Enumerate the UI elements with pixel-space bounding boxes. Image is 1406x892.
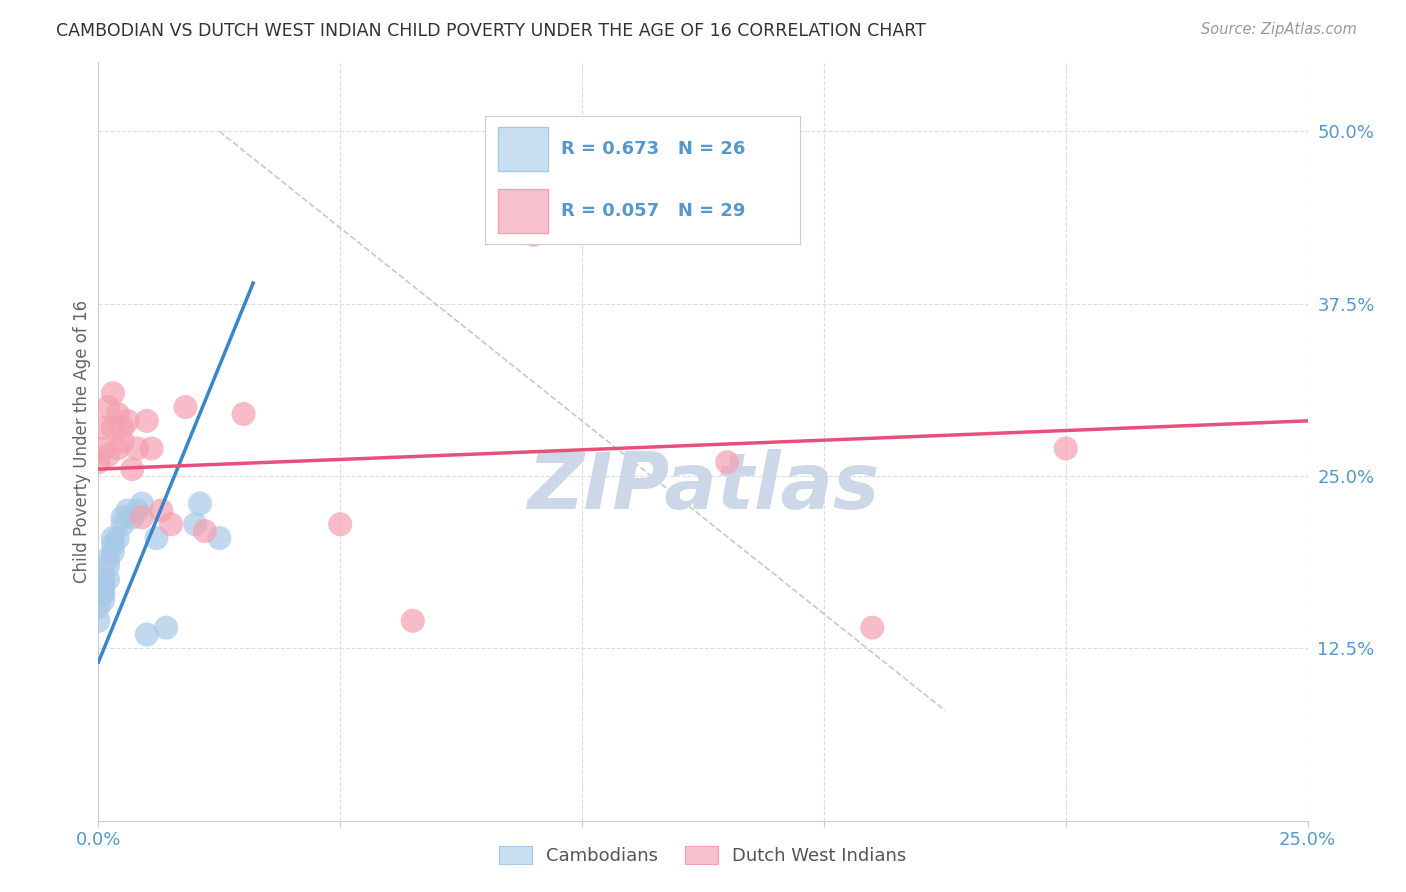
Point xyxy=(91,421,114,435)
Point xyxy=(135,414,157,428)
Text: ZIPatlas: ZIPatlas xyxy=(527,449,879,525)
Point xyxy=(91,442,114,456)
Point xyxy=(97,558,120,573)
Text: Source: ZipAtlas.com: Source: ZipAtlas.com xyxy=(1201,22,1357,37)
Point xyxy=(97,448,120,462)
Point xyxy=(150,503,173,517)
Point xyxy=(97,551,120,566)
Point xyxy=(145,531,167,545)
Point xyxy=(117,414,139,428)
Point xyxy=(184,517,207,532)
Point xyxy=(571,186,593,201)
Point xyxy=(174,400,197,414)
Point xyxy=(121,462,143,476)
Point xyxy=(329,517,352,532)
Point xyxy=(101,386,124,401)
Point xyxy=(117,503,139,517)
Point xyxy=(107,531,129,545)
Point xyxy=(188,497,211,511)
Point xyxy=(91,593,114,607)
Point xyxy=(194,524,217,538)
Point xyxy=(208,531,231,545)
Point xyxy=(107,407,129,421)
Point xyxy=(97,573,120,587)
Point xyxy=(160,517,183,532)
Point xyxy=(402,614,425,628)
Point xyxy=(97,400,120,414)
Point xyxy=(87,599,110,614)
Point xyxy=(232,407,254,421)
Legend: Cambodians, Dutch West Indians: Cambodians, Dutch West Indians xyxy=(492,838,914,872)
Point xyxy=(101,538,124,552)
Point xyxy=(101,545,124,559)
Point xyxy=(87,614,110,628)
Point xyxy=(135,627,157,641)
Point xyxy=(127,503,149,517)
Point xyxy=(111,421,134,435)
Point xyxy=(91,579,114,593)
Point xyxy=(1054,442,1077,456)
Point xyxy=(141,442,163,456)
Point xyxy=(111,510,134,524)
Point xyxy=(101,421,124,435)
Text: CAMBODIAN VS DUTCH WEST INDIAN CHILD POVERTY UNDER THE AGE OF 16 CORRELATION CHA: CAMBODIAN VS DUTCH WEST INDIAN CHILD POV… xyxy=(56,22,927,40)
Point xyxy=(91,573,114,587)
Point xyxy=(121,510,143,524)
Point xyxy=(860,621,883,635)
Point xyxy=(107,442,129,456)
Point xyxy=(91,586,114,600)
Point xyxy=(523,227,546,242)
Point xyxy=(101,531,124,545)
Point xyxy=(91,586,114,600)
Point xyxy=(131,510,153,524)
Point xyxy=(111,434,134,449)
Point xyxy=(111,517,134,532)
Point xyxy=(131,497,153,511)
Y-axis label: Child Poverty Under the Age of 16: Child Poverty Under the Age of 16 xyxy=(73,300,91,583)
Point xyxy=(716,455,738,469)
Point xyxy=(87,455,110,469)
Point xyxy=(155,621,177,635)
Point xyxy=(127,442,149,456)
